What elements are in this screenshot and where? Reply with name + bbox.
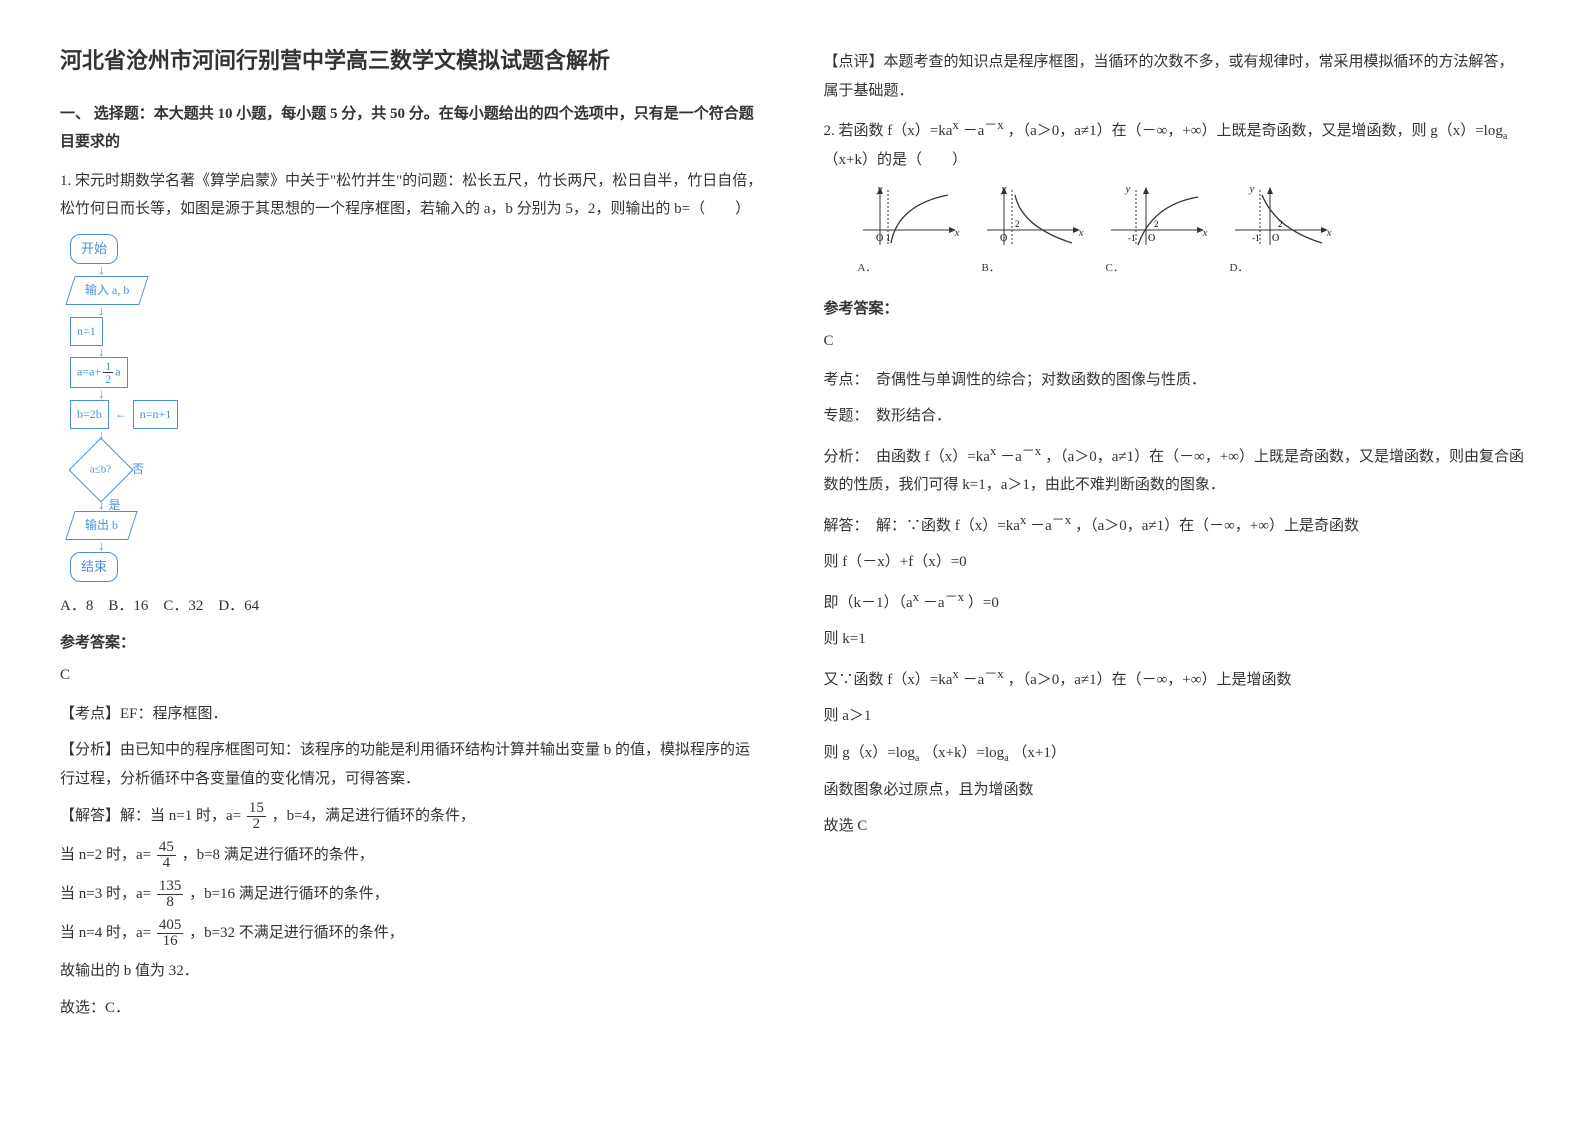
svg-text:2: 2 bbox=[1154, 219, 1159, 229]
svg-text:O: O bbox=[1272, 233, 1279, 244]
graph-d: yx O -1 2 D． bbox=[1230, 185, 1330, 261]
opt-b-label: B． bbox=[982, 258, 1000, 279]
arrow-icon: ↓是 bbox=[70, 501, 121, 509]
q1-flowchart: 开始 ↓ 输入 a, b ↓ n=1 ↓ a=a+12a ↓ b=2b ← n=… bbox=[70, 234, 764, 583]
fc-end: 结束 bbox=[70, 552, 118, 583]
arrow-icon: ↓ bbox=[70, 307, 105, 315]
fc-step-b: b=2b bbox=[70, 400, 109, 429]
q2-answer-head: 参考答案： bbox=[824, 295, 1528, 324]
q2-jd8: 函数图象必过原点，且为增函数 bbox=[824, 776, 1528, 805]
svg-text:2: 2 bbox=[1278, 219, 1283, 229]
svg-text:-1: -1 bbox=[1252, 233, 1260, 243]
q2-zhuanti: 专题： 数形结合． bbox=[824, 402, 1528, 431]
fc-no-label: 否 bbox=[132, 458, 144, 481]
svg-text:O: O bbox=[876, 233, 883, 244]
q1-answer-head: 参考答案： bbox=[60, 629, 764, 658]
svg-text:2: 2 bbox=[1015, 219, 1020, 229]
svg-text:-1: -1 bbox=[1128, 233, 1136, 243]
q1-stem: 1. 宋元时期数学名著《算学启蒙》中关于"松竹并生"的问题：松长五尺，竹长两尺，… bbox=[60, 167, 764, 224]
arrow-icon: ↓ bbox=[70, 266, 105, 274]
fc-output: 输出 b bbox=[65, 511, 137, 540]
q1-jd3: 当 n=3 时，a= 1358 ，b=16 满足进行循环的条件， bbox=[60, 879, 764, 910]
graph-b: yx O 2 B． bbox=[982, 185, 1082, 261]
q2-option-graphs: yx O 1 A． yx O 2 bbox=[858, 185, 1528, 261]
q2-answer: C bbox=[824, 327, 1528, 356]
q2-jd7: 则 g（x）=loga （x+k）=loga （x+1） bbox=[824, 739, 1528, 768]
fc-start: 开始 bbox=[70, 234, 118, 265]
arrow-icon: ↓ bbox=[70, 542, 105, 550]
fc-input: 输入 a, b bbox=[65, 276, 149, 305]
arrow-icon: ↓ bbox=[70, 348, 105, 356]
fc-inc: n=n+1 bbox=[133, 400, 179, 429]
q2-jd2: 则 f（－x）+f（x）=0 bbox=[824, 548, 1528, 577]
graph-a: yx O 1 A． bbox=[858, 185, 958, 261]
q1-kaodian: 【考点】EF：程序框图． bbox=[60, 700, 764, 729]
q1-jd4: 当 n=4 时，a= 40516 ，b=32 不满足进行循环的条件， bbox=[60, 918, 764, 949]
opt-c-label: C． bbox=[1106, 258, 1124, 279]
q2-stem: 2. 若函数 f（x）=kax －a－x ，（a＞0，a≠1）在（－∞，+∞）上… bbox=[824, 113, 1528, 175]
q1-dianping: 【点评】本题考查的知识点是程序框图，当循环的次数不多，或有规律时，常采用模拟循环… bbox=[824, 48, 1528, 105]
q2-jd5: 又∵函数 f（x）=kax －a－x ，（a＞0，a≠1）在（－∞，+∞）上是增… bbox=[824, 662, 1528, 695]
q2-jd1: 解答： 解：∵函数 f（x）=kax －a－x ，（a＞0，a≠1）在（－∞，+… bbox=[824, 508, 1528, 541]
section-heading: 一、 选择题：本大题共 10 小题，每小题 5 分，共 50 分。在每小题给出的… bbox=[60, 100, 764, 157]
q2-jd9: 故选 C bbox=[824, 812, 1528, 841]
q2-jd3: 即（k－1）（ax －a－x ）=0 bbox=[824, 585, 1528, 618]
q1-jd2: 当 n=2 时，a= 454 ，b=8 满足进行循环的条件， bbox=[60, 840, 764, 871]
svg-text:O: O bbox=[1148, 233, 1155, 244]
q2-jd4: 则 k=1 bbox=[824, 625, 1528, 654]
q1-jd5: 故输出的 b 值为 32． bbox=[60, 957, 764, 986]
svg-text:1: 1 bbox=[886, 233, 891, 243]
fc-yes-label: 是 bbox=[109, 498, 121, 512]
q1-jd1: 【解答】解：当 n=1 时，a= 152 ，b=4，满足进行循环的条件， bbox=[60, 801, 764, 832]
right-column: 【点评】本题考查的知识点是程序框图，当循环的次数不多，或有规律时，常采用模拟循环… bbox=[824, 40, 1528, 1030]
fc-cond: a≤b? bbox=[68, 437, 133, 502]
opt-a-label: A． bbox=[858, 258, 877, 279]
arrow-icon: ← bbox=[115, 403, 127, 426]
svg-text:O: O bbox=[1000, 233, 1007, 244]
left-column: 河北省沧州市河间行别营中学高三数学文模拟试题含解析 一、 选择题：本大题共 10… bbox=[60, 40, 764, 1030]
q2-fenxi: 分析： 由函数 f（x）=kax －a－x ，（a＞0，a≠1）在（－∞，+∞）… bbox=[824, 439, 1528, 500]
fc-step-a: a=a+12a bbox=[70, 357, 128, 388]
arrow-icon: ↓ bbox=[70, 390, 105, 398]
graph-c: yx O -1 2 C． bbox=[1106, 185, 1206, 261]
q1-fenxi: 【分析】由已知中的程序框图可知：该程序的功能是利用循环结构计算并输出变量 b 的… bbox=[60, 736, 764, 793]
page-title: 河北省沧州市河间行别营中学高三数学文模拟试题含解析 bbox=[60, 40, 764, 82]
q1-answer: C bbox=[60, 661, 764, 690]
fc-init: n=1 bbox=[70, 317, 103, 346]
opt-d-label: D． bbox=[1230, 258, 1249, 279]
q1-jd6: 故选：C． bbox=[60, 994, 764, 1023]
q2-kaodian: 考点： 奇偶性与单调性的综合；对数函数的图像与性质． bbox=[824, 366, 1528, 395]
q2-jd6: 则 a＞1 bbox=[824, 702, 1528, 731]
q1-options: A．8 B．16 C．32 D．64 bbox=[60, 592, 764, 621]
